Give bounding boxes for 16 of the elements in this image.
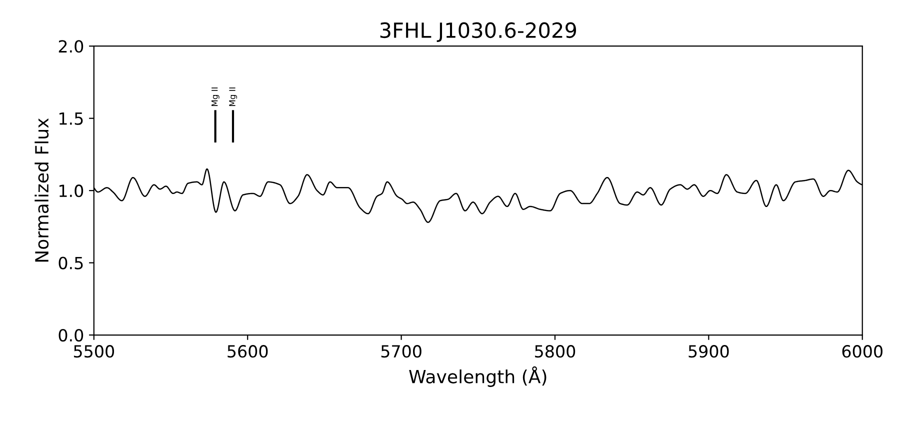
y-tick-label: 2.0	[58, 40, 84, 53]
x-axis-title: Wavelength (Å)	[409, 366, 546, 387]
x-tick-label: 6000	[842, 345, 882, 358]
x-tick-label: 5900	[688, 345, 729, 358]
chart-title: 3FHL J1030.6-2029	[380, 22, 576, 42]
x-tick-label: 5600	[228, 345, 268, 358]
y-tick-label: 1.5	[60, 112, 83, 125]
y-axis-title: Normalized Flux	[34, 118, 49, 262]
y-tick-label: 0.5	[58, 256, 83, 270]
ref-line-label: Mg II	[212, 88, 220, 106]
x-tick-label: 5700	[381, 345, 422, 358]
x-tick-label: 5500	[74, 345, 114, 358]
y-tick-label: 1.0	[60, 184, 84, 198]
x-tick-label: 5800	[535, 345, 576, 358]
y-tick-label: 0.0	[58, 328, 84, 342]
ref-line-label: Mg II	[229, 88, 238, 106]
